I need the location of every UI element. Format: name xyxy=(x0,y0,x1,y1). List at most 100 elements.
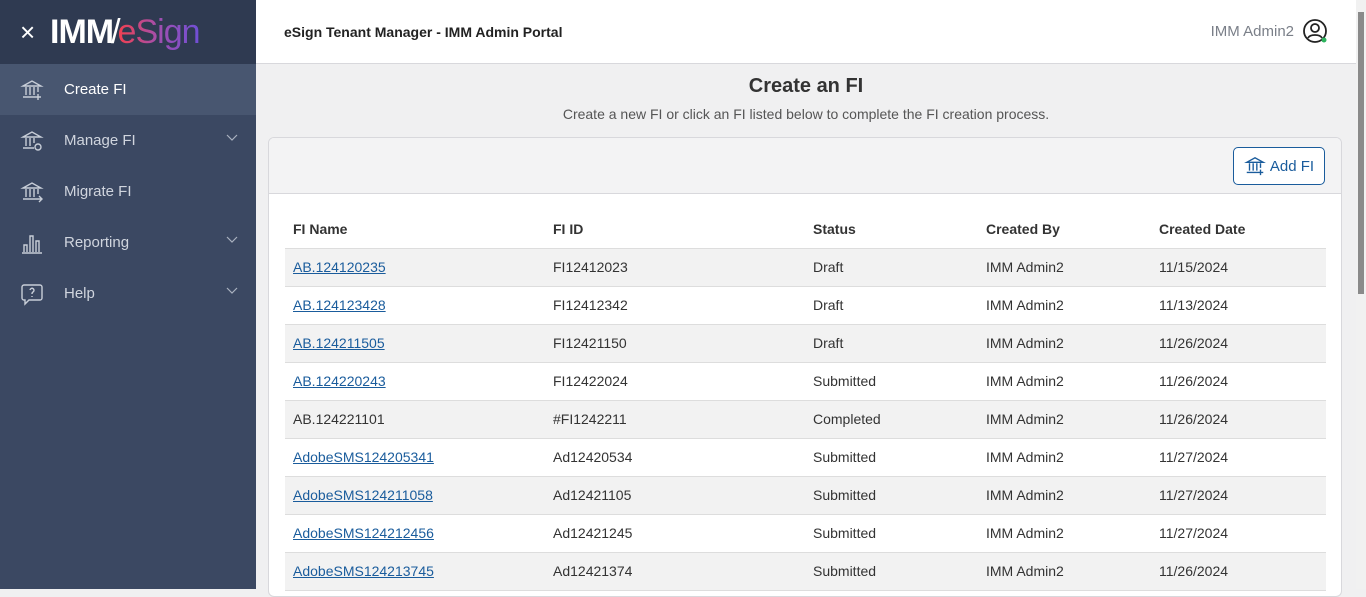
fi-id-cell: Ad12421245 xyxy=(545,514,805,553)
fi-date-cell: 11/26/2024 xyxy=(1151,362,1326,401)
column-header: FI Name xyxy=(285,210,545,249)
fi-status-cell: Submitted xyxy=(805,552,978,591)
fi-date-cell: 11/26/2024 xyxy=(1151,400,1326,439)
table-row: AdobeSMS124211058 Ad12421105 Submitted IMM … xyxy=(285,476,1326,515)
column-header: Created Date xyxy=(1151,210,1326,249)
fi-name-cell: AdobeSMS124212456 xyxy=(285,514,545,553)
close-icon[interactable]: × xyxy=(20,16,36,47)
help-icon xyxy=(21,283,43,306)
card-toolbar: Add FI xyxy=(269,138,1341,194)
table-row: AB.124120235 FI12412023 Draft IMM Admin2 11/… xyxy=(285,248,1326,287)
sidebar-item-label: Reporting xyxy=(64,234,130,251)
fi-name-cell: AB.124221101 xyxy=(285,400,545,439)
fi-date-cell: 11/26/2024 xyxy=(1151,324,1326,363)
fi-status-cell: Submitted xyxy=(805,514,978,553)
fi-date-cell: 11/27/2024 xyxy=(1151,514,1326,553)
fi-name-text: AB.124221101 xyxy=(293,411,385,427)
sidebar-item-label: Manage FI xyxy=(64,132,136,149)
table-row: AB.124123428 FI12412342 Draft IMM Admin2 11/… xyxy=(285,286,1326,325)
fi-date-cell: 11/27/2024 xyxy=(1151,476,1326,515)
fi-name-cell: AdobeSMS124205341 xyxy=(285,438,545,477)
fi-id-cell: FI12412342 xyxy=(545,286,805,325)
fi-status-cell: Submitted xyxy=(805,438,978,477)
sidebar-item-label: Migrate FI xyxy=(64,183,132,200)
table-row: AB.124221101 #FI1242211 Completed IMM Admin… xyxy=(285,400,1326,439)
page-title: Create an FI xyxy=(748,75,864,97)
table-row: AdobeSMS124205341 Ad12420534 Submitted IMM … xyxy=(285,438,1326,477)
logo-bar: × IMM / eSign xyxy=(0,0,256,64)
fi-id-cell: Ad12421105 xyxy=(545,476,805,515)
sidebar-item-create-fi[interactable]: Create FI xyxy=(0,64,256,115)
fi-name-link[interactable]: AB.124123428 xyxy=(293,297,386,313)
chevron-down-icon[interactable] xyxy=(226,284,238,296)
sidebar-item-label: Create FI xyxy=(64,81,127,98)
fi-by-cell: IMM Admin2 xyxy=(978,552,1151,591)
logo-esign: eSign xyxy=(117,12,201,51)
chevron-down-icon[interactable] xyxy=(226,131,238,143)
fi-status-cell: Submitted xyxy=(805,362,978,401)
table-row: AdobeSMS124213745 Ad12421374 Submitted IMM … xyxy=(285,552,1326,591)
fi-by-cell: IMM Admin2 xyxy=(978,476,1151,515)
user-menu[interactable]: IMM Admin2 xyxy=(1211,18,1328,44)
scrollbar-thumb[interactable] xyxy=(1358,12,1364,294)
bank-plus-icon xyxy=(1244,156,1266,176)
sidebar-item-reporting[interactable]: Reporting xyxy=(0,217,256,268)
fi-name-link[interactable]: AB.124211505 xyxy=(293,335,385,351)
fi-name-link[interactable]: AdobeSMS124211058 xyxy=(293,487,433,503)
fi-name-cell: AdobeSMS124213745 xyxy=(285,552,545,591)
fi-by-cell: IMM Admin2 xyxy=(978,514,1151,553)
fi-id-cell: FI12421150 xyxy=(545,324,805,363)
fi-name-cell: AB.124220243 xyxy=(285,362,545,401)
fi-name-link[interactable]: AB.124120235 xyxy=(293,259,386,275)
sidebar-item-help[interactable]: Help xyxy=(0,268,256,319)
bank-gear-icon xyxy=(20,130,44,151)
fi-name-cell: AB.124123428 xyxy=(285,286,545,325)
fi-date-cell: 11/15/2024 xyxy=(1151,248,1326,287)
fi-name-link[interactable]: AB.124220243 xyxy=(293,373,386,389)
fi-date-cell: 11/26/2024 xyxy=(1151,552,1326,591)
column-header: FI ID xyxy=(545,210,805,249)
fi-status-cell: Draft xyxy=(805,248,978,287)
fi-name-cell: AdobeSMS124211058 xyxy=(285,476,545,515)
top-header: eSign Tenant Manager - IMM Admin Portal … xyxy=(256,0,1356,64)
fi-name-link[interactable]: AdobeSMS124212456 xyxy=(293,525,434,541)
table-row: AdobeSMS124212456 Ad12421245 Submitted IMM … xyxy=(285,514,1326,553)
main-content: Create an FI Create a new FI or click an… xyxy=(256,65,1356,597)
fi-id-cell: FI12412023 xyxy=(545,248,805,287)
fi-by-cell: IMM Admin2 xyxy=(978,286,1151,325)
fi-name-cell: AB.124120235 xyxy=(285,248,545,287)
fi-by-cell: IMM Admin2 xyxy=(978,438,1151,477)
column-header: Status xyxy=(805,210,978,249)
table-row: AB.124220243 FI12422024 Submitted IMM Admin… xyxy=(285,362,1326,401)
sidebar-item-migrate-fi[interactable]: Migrate FI xyxy=(0,166,256,217)
bank-arrow-icon xyxy=(20,181,44,202)
scrollbar[interactable] xyxy=(1356,0,1366,589)
fi-name-cell: AB.124211505 xyxy=(285,324,545,363)
fi-date-cell: 11/27/2024 xyxy=(1151,438,1326,477)
add-fi-button[interactable]: Add FI xyxy=(1233,147,1325,185)
add-fi-label: Add FI xyxy=(1269,157,1315,175)
sidebar: × IMM / eSign Create FI Manage FI Migrate FI… xyxy=(0,0,256,589)
fi-by-cell: IMM Admin2 xyxy=(978,248,1151,287)
fi-status-cell: Draft xyxy=(805,286,978,325)
fi-id-cell: #FI1242211 xyxy=(545,400,805,439)
column-header: Created By xyxy=(978,210,1151,249)
bank-plus-icon xyxy=(20,79,44,100)
fi-date-cell: 11/13/2024 xyxy=(1151,286,1326,325)
fi-name-link[interactable]: AdobeSMS124205341 xyxy=(293,449,434,465)
fi-id-cell: FI12422024 xyxy=(545,362,805,401)
fi-status-cell: Submitted xyxy=(805,476,978,515)
chevron-down-icon[interactable] xyxy=(226,233,238,245)
table-row: AB.124211505 FI12421150 Draft IMM Admin2 11/… xyxy=(285,324,1326,363)
app-title: eSign Tenant Manager - IMM Admin Portal xyxy=(284,23,563,40)
logo-imm: IMM xyxy=(50,12,114,51)
fi-card: Add FI FI Name FI ID Status Created By Creat… xyxy=(268,137,1342,597)
fi-name-link[interactable]: AdobeSMS124213745 xyxy=(293,563,434,579)
fi-by-cell: IMM Admin2 xyxy=(978,362,1151,401)
fi-status-cell: Completed xyxy=(805,400,978,439)
fi-by-cell: IMM Admin2 xyxy=(978,400,1151,439)
fi-by-cell: IMM Admin2 xyxy=(978,324,1151,363)
sidebar-item-manage-fi[interactable]: Manage FI xyxy=(0,115,256,166)
fi-status-cell: Draft xyxy=(805,324,978,363)
fi-table: FI Name FI ID Status Created By Created Date… xyxy=(285,210,1326,591)
